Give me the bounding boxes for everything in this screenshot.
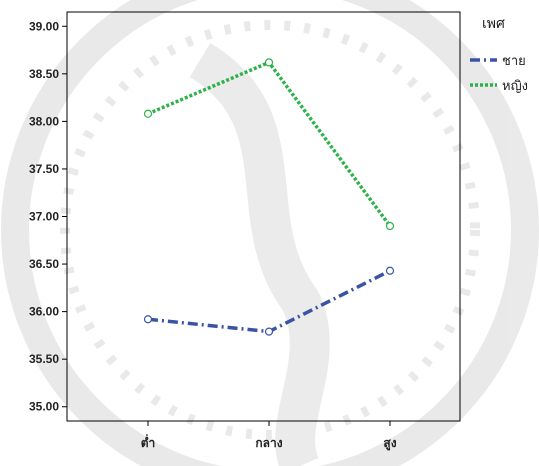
x-tick-label: สูง — [383, 436, 396, 451]
y-tick-label: 38.00 — [29, 114, 59, 128]
legend-label-male: ชาย — [502, 54, 526, 69]
y-tick-label: 39.00 — [29, 19, 59, 33]
data-point-0-0 — [143, 315, 153, 324]
y-tick-label: 35.50 — [29, 352, 59, 366]
series-layer — [143, 58, 395, 336]
x-tick-label: ต่ำ — [141, 434, 156, 450]
legend: เพศ ชาย หญิง — [470, 16, 528, 94]
data-point-0-1 — [264, 327, 274, 336]
y-tick-label: 35.00 — [29, 400, 59, 414]
y-tick-label: 37.50 — [29, 162, 59, 176]
data-point-1-2 — [385, 221, 395, 231]
data-point-0-2 — [385, 266, 395, 275]
data-point-1-0 — [143, 109, 153, 118]
legend-label-female: หญิง — [502, 79, 528, 94]
x-axis: ต่ำ กลาง สูง — [141, 421, 397, 451]
y-tick-label: 36.50 — [29, 257, 59, 271]
y-tick-label: 37.00 — [29, 210, 59, 224]
y-tick-label: 36.00 — [29, 305, 59, 319]
y-tick-label: 38.50 — [29, 67, 59, 81]
x-tick-label: กลาง — [255, 436, 282, 450]
data-point-1-1 — [264, 58, 274, 67]
legend-title: เพศ — [482, 16, 505, 32]
y-axis: 35.00 35.50 36.00 36.50 37.00 37.50 38.00 38.50… — [29, 19, 67, 414]
